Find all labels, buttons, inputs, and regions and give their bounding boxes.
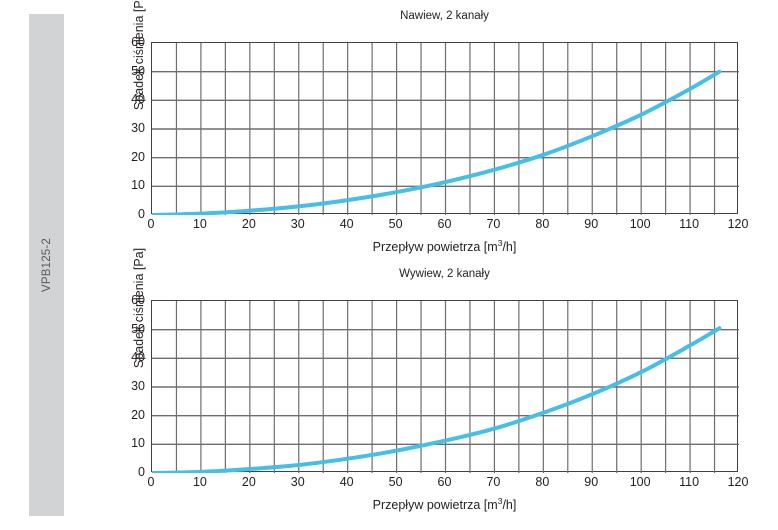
- chart-wywiew: Wywiew, 2 kanały Spadek ciśnienia [Pa] 0…: [95, 248, 765, 513]
- x-tick-label: 70: [486, 475, 501, 489]
- y-tick-label: 0: [138, 464, 145, 479]
- grid-lines: [152, 43, 739, 215]
- x-tick-label: 100: [629, 475, 651, 489]
- x-axis-title-exponent: 3: [497, 496, 503, 506]
- x-tick-label: 70: [486, 217, 501, 231]
- chart-title: Nawiew, 2 kanały: [400, 10, 489, 22]
- x-tick-label: 120: [727, 217, 749, 231]
- x-tick-label: 120: [727, 475, 749, 489]
- y-tick-label: 30: [131, 120, 145, 135]
- x-tick-label: 30: [290, 475, 305, 489]
- x-tick-label: 0: [147, 475, 155, 489]
- x-axis-title-suffix: /h]: [502, 240, 517, 255]
- chart-nawiew: Nawiew, 2 kanały Spadek ciśnienia [Pa] 0…: [95, 0, 765, 255]
- x-tick-label: 40: [339, 475, 354, 489]
- y-tick-label: 50: [131, 321, 145, 336]
- grid-lines: [152, 301, 739, 473]
- x-tick-label: 60: [437, 475, 452, 489]
- plot-area: [151, 300, 739, 473]
- y-tick-labels: 0 10 20 30 40 50 60: [109, 294, 145, 478]
- x-tick-label: 20: [241, 217, 256, 231]
- x-tick-label: 90: [584, 475, 599, 489]
- x-axis-title-prefix: Przepływ powietrza [m: [372, 498, 498, 513]
- x-axis-title-prefix: Przepływ powietrza [m: [372, 240, 498, 255]
- pressure-drop-curve: [152, 69, 722, 215]
- x-axis-title: Przepływ powietrza [m3/h]: [151, 496, 738, 512]
- x-tick-label: 20: [241, 475, 256, 489]
- y-tick-label: 40: [131, 350, 145, 365]
- y-tick-label: 50: [131, 63, 145, 78]
- x-tick-label: 90: [584, 217, 599, 231]
- x-tick-label: 110: [679, 217, 700, 231]
- x-tick-label: 50: [388, 217, 403, 231]
- chart-title: Wywiew, 2 kanały: [399, 268, 490, 280]
- y-tick-label: 0: [138, 206, 145, 221]
- y-tick-label: 10: [131, 178, 145, 193]
- x-tick-label: 0: [147, 217, 155, 231]
- y-tick-labels: 0 10 20 30 40 50 60: [109, 36, 145, 220]
- x-tick-label: 10: [192, 217, 207, 231]
- x-tick-labels: 0 10 20 30 40 50 60 70 80 90 100 110 120: [147, 217, 749, 236]
- x-axis-title-suffix: /h]: [502, 498, 517, 513]
- y-tick-label: 20: [131, 149, 145, 164]
- x-tick-label: 40: [339, 217, 354, 231]
- y-tick-label: 20: [131, 407, 145, 422]
- x-tick-label: 10: [192, 475, 207, 489]
- x-tick-labels: 0 10 20 30 40 50 60 70 80 90 100 110 120: [147, 475, 749, 494]
- side-tab-label: VPB125-2: [40, 237, 53, 293]
- x-tick-label: 50: [388, 475, 403, 489]
- x-tick-label: 80: [535, 475, 550, 489]
- x-tick-label: 60: [437, 217, 452, 231]
- x-tick-label: 80: [535, 217, 550, 231]
- plot-svg: [152, 43, 739, 215]
- y-tick-label: 30: [131, 378, 145, 393]
- x-tick-label: 100: [629, 217, 651, 231]
- x-axis-title: Przepływ powietrza [m3/h]: [151, 238, 738, 254]
- y-tick-label: 60: [131, 34, 145, 49]
- x-tick-label: 30: [290, 217, 305, 231]
- x-axis-title-exponent: 3: [497, 238, 503, 248]
- plot-area: [151, 42, 739, 215]
- pressure-drop-curve: [152, 326, 722, 473]
- y-tick-label: 40: [131, 92, 145, 107]
- x-tick-label: 110: [679, 475, 700, 489]
- y-tick-label: 10: [131, 436, 145, 451]
- y-tick-label: 60: [131, 292, 145, 307]
- plot-svg: [152, 301, 739, 473]
- side-tab: VPB125-2: [29, 14, 64, 516]
